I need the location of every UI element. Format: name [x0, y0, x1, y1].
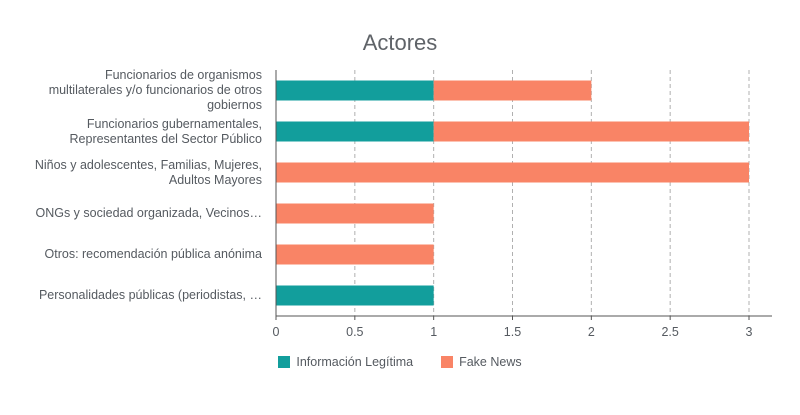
legend: Información Legítima Fake News [0, 355, 800, 369]
category-label-line: gobiernos [207, 98, 262, 112]
x-tick-label: 0.5 [346, 325, 363, 339]
category-label: Niños y adolescentes, Familias, Mujeres,… [35, 158, 262, 188]
legend-item: Información Legítima [278, 355, 413, 369]
x-tick-label: 2.5 [661, 325, 678, 339]
category-label-line: Funcionarios de organismos [104, 68, 262, 82]
bar-fake-news [276, 203, 434, 224]
bar-fake-news [276, 244, 434, 265]
legend-item: Fake News [441, 355, 522, 369]
category-label-line: Adultos Mayores [168, 172, 262, 187]
bar-fake-news [276, 162, 749, 183]
x-tick-label: 1 [430, 325, 437, 339]
category-label-line: Niños y adolescentes, Familias, Mujeres, [34, 157, 262, 172]
legend-label: Información Legítima [296, 355, 414, 369]
category-label: ONGs y sociedad organizada, Vecinos… [35, 206, 262, 221]
category-label: Funcionarios gubernamentales, Representan… [70, 117, 262, 147]
chart-title: Actores [362, 30, 438, 55]
bar-fake-news [433, 121, 749, 142]
legend-swatch [278, 356, 291, 368]
category-label-line: Otros: recomendación pública anónima [44, 247, 262, 261]
category-label-line: Representantes del Sector Público [69, 131, 262, 146]
x-tick-label: 0 [273, 325, 280, 339]
bar-fake-news [433, 80, 592, 101]
x-tick-label: 2 [588, 325, 595, 339]
legend-label: Fake News [459, 355, 522, 369]
bar-legitima [276, 121, 434, 142]
legend-swatch [441, 356, 454, 368]
category-label: Personalidades públicas (periodistas, … [39, 288, 262, 303]
category-label: Otros: recomendación pública anónima [45, 247, 262, 262]
x-tick-label: 3 [746, 325, 753, 339]
category-label-line: Personalidades públicas (periodistas, … [38, 288, 262, 302]
category-label-line: ONGs y sociedad organizada, Vecinos… [35, 206, 262, 220]
category-label-line: multilaterales y/o funcionarios de otros [48, 83, 262, 97]
bar-legitima [276, 80, 434, 101]
x-tick-label: 1.5 [504, 325, 521, 339]
category-label: Funcionarios de organismos multilaterales… [49, 68, 262, 113]
bar-legitima [276, 285, 434, 306]
category-label-line: Funcionarios gubernamentales, [86, 116, 262, 131]
